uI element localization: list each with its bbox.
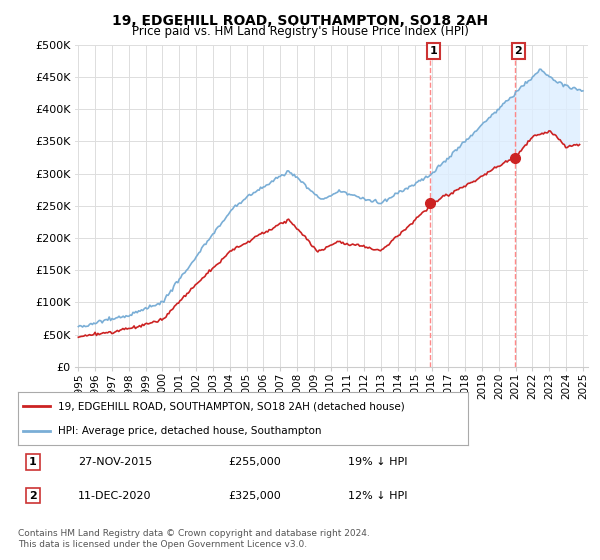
Text: 19, EDGEHILL ROAD, SOUTHAMPTON, SO18 2AH: 19, EDGEHILL ROAD, SOUTHAMPTON, SO18 2AH	[112, 14, 488, 28]
Text: 11-DEC-2020: 11-DEC-2020	[78, 491, 151, 501]
Text: £325,000: £325,000	[228, 491, 281, 501]
Text: 19, EDGEHILL ROAD, SOUTHAMPTON, SO18 2AH (detached house): 19, EDGEHILL ROAD, SOUTHAMPTON, SO18 2AH…	[59, 402, 405, 412]
Text: 12% ↓ HPI: 12% ↓ HPI	[348, 491, 407, 501]
Text: 2: 2	[29, 491, 37, 501]
Text: Contains HM Land Registry data © Crown copyright and database right 2024.
This d: Contains HM Land Registry data © Crown c…	[18, 529, 370, 549]
Text: 27-NOV-2015: 27-NOV-2015	[78, 457, 152, 467]
Text: 1: 1	[430, 46, 437, 56]
Text: 2: 2	[514, 46, 522, 56]
Text: HPI: Average price, detached house, Southampton: HPI: Average price, detached house, Sout…	[59, 426, 322, 436]
Text: Price paid vs. HM Land Registry's House Price Index (HPI): Price paid vs. HM Land Registry's House …	[131, 25, 469, 38]
Text: 19% ↓ HPI: 19% ↓ HPI	[348, 457, 407, 467]
Text: 1: 1	[29, 457, 37, 467]
Text: £255,000: £255,000	[228, 457, 281, 467]
